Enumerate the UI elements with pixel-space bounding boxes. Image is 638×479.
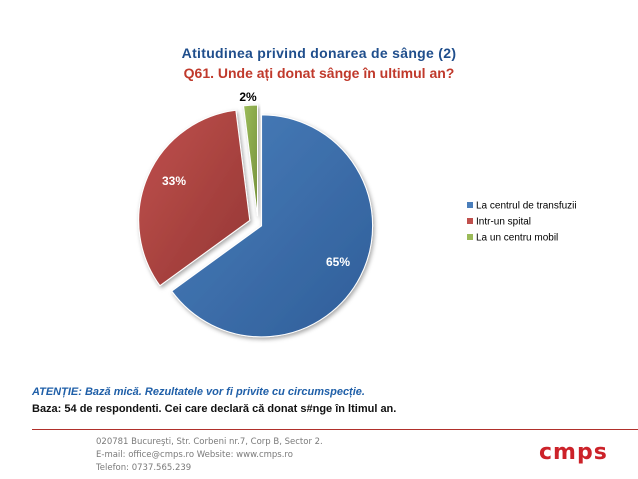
pie-label-2: 33% — [162, 174, 186, 188]
legend-label-2: Intr-un spital — [476, 217, 531, 228]
pie-slice-2 — [138, 109, 251, 287]
pie-chart: 65% 33% 2% La centrul de transfuzii Intr-un … — [138, 90, 577, 338]
footer-contact: E-mail: office@cmps.ro Website: www.cmps… — [96, 450, 293, 460]
pie-slice-1 — [171, 114, 374, 338]
legend-swatch-2 — [467, 218, 473, 224]
legend-label-3: La un centru mobil — [476, 233, 558, 244]
footer-address: 020781 Bucureşti, Str. Corbeni nr.7, Cor… — [96, 437, 323, 447]
chart-subtitle: Q61. Unde ați donat sânge în ultimul an? — [183, 65, 455, 81]
legend-swatch-3 — [467, 234, 473, 240]
pie-label-3: 2% — [239, 90, 257, 104]
footer-divider — [32, 429, 638, 430]
pie-slice-3 — [243, 104, 258, 217]
legend-label-1: La centrul de transfuzii — [476, 201, 577, 212]
footer-phone: Telefon: 0737.565.239 — [96, 463, 192, 473]
small-base-warning: ATENȚIE: Bază mică. Rezultatele vor fi p… — [32, 386, 365, 398]
chart-title: Atitudinea privind donarea de sânge (2) — [181, 45, 457, 61]
legend-swatch-1 — [467, 202, 473, 208]
base-note: Baza: 54 de respondenti. Cei care declar… — [32, 403, 397, 415]
pie-label-1: 65% — [326, 255, 350, 269]
cmps-logo: cmps — [539, 440, 608, 465]
